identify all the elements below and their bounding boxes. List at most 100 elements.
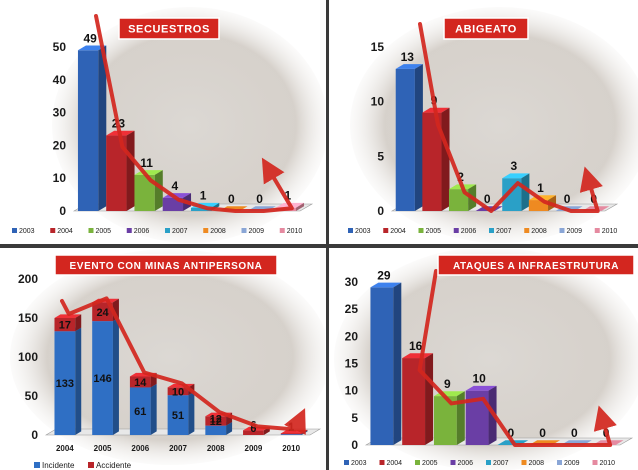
y-tick-label: 0: [59, 204, 66, 218]
legend-item: 2004: [390, 228, 406, 235]
y-tick-label: 100: [18, 350, 38, 364]
y-tick-label: 30: [53, 106, 67, 120]
data-label-incidente: 133: [56, 378, 74, 390]
data-label: 49: [83, 31, 97, 45]
bar-2004: [106, 130, 135, 211]
legend-swatch: [88, 462, 94, 468]
vertical-divider: [326, 0, 329, 470]
legend-swatch: [379, 460, 385, 465]
data-label-accidente: 17: [59, 320, 71, 332]
data-label: 10: [472, 372, 486, 386]
bar-accidente-2004: [54, 314, 82, 332]
y-tick-label: 5: [351, 411, 358, 425]
legend-item: 2004: [57, 228, 73, 235]
data-label: 13: [401, 50, 415, 64]
y-tick-label: 15: [371, 40, 385, 54]
data-label: 1: [537, 181, 544, 195]
x-tick-label: 2007: [169, 444, 187, 453]
legend-item: 2004: [387, 460, 403, 467]
legend-swatch: [594, 228, 600, 233]
y-tick-label: 0: [31, 428, 38, 442]
bar-incidente-2005: [92, 317, 119, 435]
legend-item: 2008: [210, 228, 226, 235]
chart-title: ABIGEATO: [443, 17, 529, 40]
y-tick-label: 5: [377, 149, 384, 163]
x-tick-label: 2008: [207, 444, 225, 453]
legend-swatch: [50, 228, 56, 233]
legend-item: 2010: [287, 228, 303, 235]
legend-item: 2009: [564, 460, 580, 467]
legend-swatch: [486, 460, 491, 465]
data-label: 1: [200, 189, 207, 203]
x-tick-label: 2006: [131, 444, 149, 453]
data-label: 2: [457, 170, 464, 184]
legend-swatch: [203, 228, 209, 233]
data-label: 0: [484, 192, 491, 206]
chart-title: SECUESTROS: [118, 17, 220, 40]
y-tick-label: 50: [25, 389, 39, 403]
legend-item: Incidente: [42, 461, 75, 470]
y-tick-label: 30: [345, 275, 359, 289]
legend-item: 2003: [351, 460, 367, 467]
data-label: 0: [539, 426, 546, 440]
data-label: 0: [256, 192, 263, 206]
chart-title: ATAQUES A INFRAESTRUTURA: [437, 254, 635, 276]
data-label: 1: [285, 189, 292, 203]
legend-item: 2007: [493, 460, 509, 467]
legend-item: 2006: [134, 228, 150, 235]
photo-background: [10, 249, 325, 465]
trend-arrow: [418, 22, 603, 213]
legend-item: 2009: [567, 228, 583, 235]
data-label: 16: [409, 339, 423, 353]
y-tick-label: 50: [53, 40, 67, 54]
legend-swatch: [489, 228, 494, 233]
legend-swatch: [279, 228, 285, 233]
y-tick-label: 40: [53, 73, 67, 87]
data-label: 9: [444, 377, 451, 391]
legend-swatch: [344, 460, 349, 465]
chart-title-text: EVENTO CON MINAS ANTIPERSONA: [70, 261, 263, 272]
legend-item: 2010: [600, 460, 616, 467]
x-tick-label: 2005: [94, 444, 112, 453]
legend-item: 2009: [249, 228, 265, 235]
data-label: 4: [172, 179, 179, 193]
legend-item: 2006: [458, 460, 474, 467]
data-label-accidente: 12: [210, 416, 222, 428]
legend-swatch: [557, 460, 562, 465]
data-label-incidente: 51: [172, 410, 184, 422]
chart-panel-minas: 0 50 100 150 200 133 17 146 24 61 14 51 10 12 12 0 6 1 1 20…: [0, 249, 325, 470]
legend-swatch: [241, 228, 247, 233]
chart-panel-infraestrutura: 0 5 10 15 20 25 30 29 16 9 10 0 0 0 0 ATAQUES A INFRAES…: [330, 249, 638, 470]
x-tick-label: 2009: [245, 444, 263, 453]
data-label: 0: [564, 192, 571, 206]
y-tick-label: 200: [18, 272, 38, 286]
bar-2003: [370, 282, 402, 445]
legend-swatch: [524, 228, 530, 233]
legend-swatch: [348, 228, 353, 233]
y-tick-label: 0: [351, 438, 358, 452]
chart-title-text: ATAQUES A INFRAESTRUTURA: [453, 261, 619, 272]
legend-swatch: [453, 228, 459, 233]
horizontal-divider: [0, 244, 638, 248]
legend-item: Accidente: [96, 461, 132, 470]
legend-swatch: [450, 460, 456, 465]
legend-swatch: [88, 228, 94, 233]
data-label: 0: [571, 426, 578, 440]
bar-2006: [465, 385, 497, 445]
chart-title-text: ABIGEATO: [455, 24, 517, 36]
y-tick-label: 150: [18, 311, 38, 325]
data-label-incidente: 61: [134, 406, 146, 418]
y-tick-label: 15: [345, 357, 359, 371]
legend-item: 2008: [531, 228, 547, 235]
y-tick-label: 10: [53, 171, 67, 185]
trend-arrow: [60, 296, 306, 435]
y-tick-label: 25: [345, 302, 359, 316]
chart-title: EVENTO CON MINAS ANTIPERSONA: [54, 254, 278, 276]
legend-item: 2005: [426, 228, 442, 235]
legend-swatch: [383, 228, 389, 233]
trend-arrow: [417, 269, 617, 447]
x-tick-label: 2010: [282, 444, 300, 453]
